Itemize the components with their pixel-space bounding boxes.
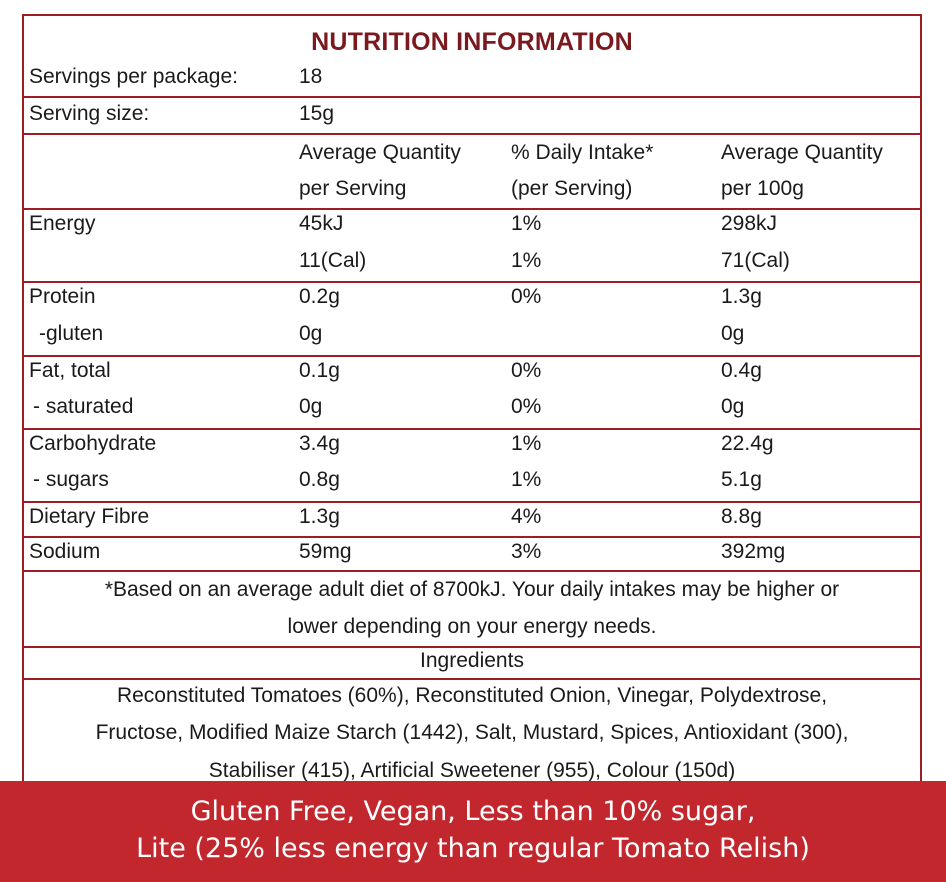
header-serving-line1: Average Quantity (299, 141, 461, 164)
nutrient-daily-intake: 4% (511, 505, 542, 528)
claims-banner: Gluten Free, Vegan, Less than 10% sugar,… (0, 781, 946, 882)
nutrient-daily-intake: 3% (511, 540, 542, 563)
nutrient-serving: 0g (299, 322, 323, 345)
divider (24, 678, 920, 680)
serving-size-label: Serving size: (29, 102, 150, 125)
divider (24, 281, 920, 283)
nutrient-per100: 0.4g (721, 359, 762, 382)
nutrient-name: Sodium (29, 540, 101, 563)
nutrient-serving: 59mg (299, 540, 352, 563)
nutrient-daily-intake: 1% (511, 212, 542, 235)
nutrient-per100: 0g (721, 395, 745, 418)
nutrient-name: Carbohydrate (29, 432, 157, 455)
banner-line1: Gluten Free, Vegan, Less than 10% sugar, (190, 796, 756, 827)
nutrient-per100: 71(Cal) (721, 249, 790, 272)
nutrient-daily-intake: 0% (511, 359, 542, 382)
divider (24, 428, 920, 430)
nutrient-name: Dietary Fibre (29, 505, 150, 528)
nutrient-serving: 0.8g (299, 468, 340, 491)
divider (24, 536, 920, 538)
header-per100-line1: Average Quantity (721, 141, 883, 164)
nutrient-per100: 22.4g (721, 432, 774, 455)
divider (24, 646, 920, 648)
nutrient-per100: 392mg (721, 540, 786, 563)
divider (24, 570, 920, 572)
nutrient-serving: 0g (299, 395, 323, 418)
ingredients-line3: Stabiliser (415), Artificial Sweetener (… (208, 759, 736, 782)
nutrient-serving: 11(Cal) (299, 249, 367, 272)
banner-line2: Lite (25% less energy than regular Tomat… (136, 833, 810, 864)
nutrient-daily-intake: 0% (511, 395, 542, 418)
divider (24, 133, 920, 135)
nutrient-per100: 0g (721, 322, 745, 345)
divider (24, 208, 920, 210)
nutrient-name: Energy (29, 212, 96, 235)
header-serving-line2: per Serving (299, 177, 407, 200)
nutrient-daily-intake: 1% (511, 468, 542, 491)
nutrient-daily-intake: 1% (511, 432, 542, 455)
nutrient-serving: 0.1g (299, 359, 340, 382)
nutrient-name: Protein (29, 285, 96, 308)
nutrient-serving: 3.4g (299, 432, 340, 455)
serving-size-value: 15g (299, 102, 335, 125)
divider (24, 96, 920, 98)
header-daily-intake-line2: (per Serving) (511, 177, 633, 200)
nutrient-daily-intake: 1% (511, 249, 542, 272)
nutrient-serving: 45kJ (299, 212, 344, 235)
nutrient-per100: 5.1g (721, 468, 762, 491)
nutrient-serving: 0.2g (299, 285, 340, 308)
nutrient-per100: 298kJ (721, 212, 778, 235)
ingredients-heading: Ingredients (420, 649, 524, 672)
footnote-line1: *Based on an average adult diet of 8700k… (104, 578, 840, 601)
nutrition-panel: NUTRITION INFORMATION Servings per packa… (22, 14, 922, 782)
divider (24, 355, 920, 357)
nutrient-name: - sugars (33, 468, 109, 491)
header-per100-line2: per 100g (721, 177, 804, 200)
nutrient-per100: 8.8g (721, 505, 762, 528)
nutrient-name: - saturated (33, 395, 134, 418)
nutrient-name: -gluten (39, 322, 104, 345)
panel-title: NUTRITION INFORMATION (311, 28, 633, 56)
nutrient-per100: 1.3g (721, 285, 762, 308)
nutrient-daily-intake: 0% (511, 285, 542, 308)
servings-value: 18 (299, 65, 323, 88)
ingredients-line1: Reconstituted Tomatoes (60%), Reconstitu… (116, 684, 828, 707)
footnote-line2: lower depending on your energy needs. (287, 615, 657, 638)
nutrient-name: Fat, total (29, 359, 111, 382)
ingredients-line2: Fructose, Modified Maize Starch (1442), … (95, 721, 849, 744)
servings-label: Servings per package: (29, 65, 238, 88)
nutrient-serving: 1.3g (299, 505, 340, 528)
header-daily-intake-line1: % Daily Intake* (511, 141, 654, 164)
divider (24, 501, 920, 503)
